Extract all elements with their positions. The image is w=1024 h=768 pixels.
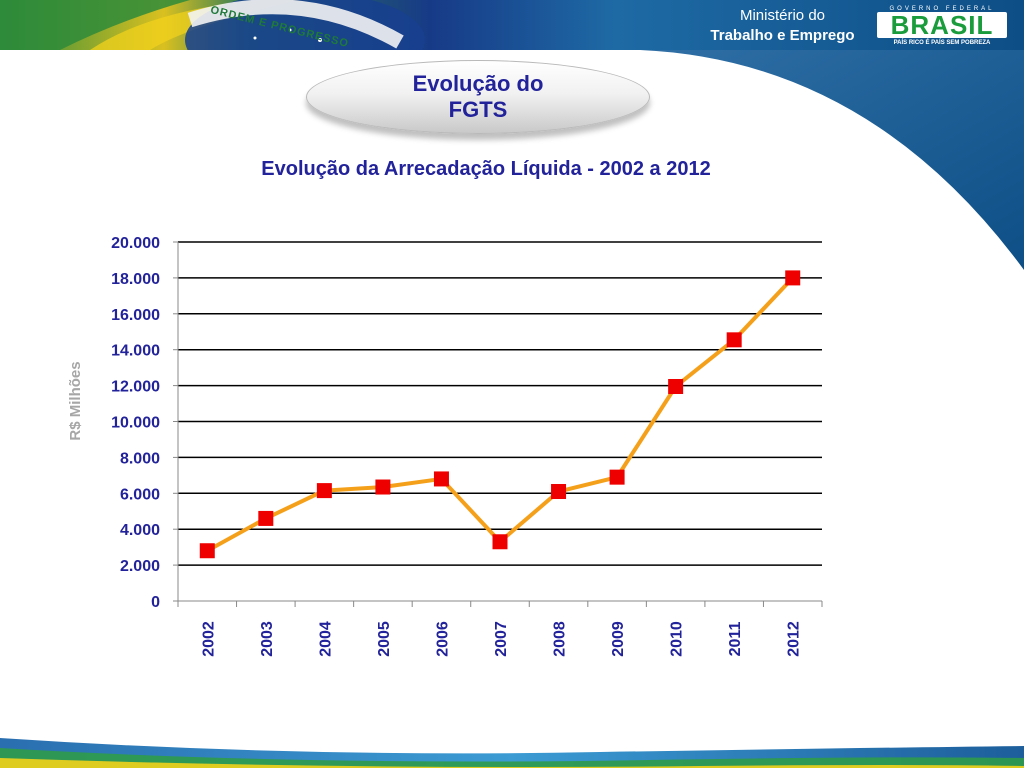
y-tick-label: 0 [151,594,160,611]
x-tick-label: 2002 [200,621,217,657]
axes [173,241,823,607]
data-point-marker [316,483,332,499]
data-point-marker [668,378,684,394]
x-tick-label: 2008 [552,621,569,657]
y-tick-label: 2.000 [120,558,160,575]
data-point-marker [258,510,274,526]
chart-title: Evolução da Arrecadação Líquida - 2002 a… [261,158,710,180]
slide-title: Evolução do FGTS [412,71,544,122]
y-tick-label: 6.000 [120,486,160,503]
y-tick-label: 20.000 [111,235,160,252]
series-line [206,276,795,553]
data-point-marker [785,270,801,286]
data-point-marker [726,332,742,348]
y-tick-label: 18.000 [111,271,160,288]
ministry-line1: Ministério do [739,7,826,24]
y-axis-label: R$ Milhões [67,361,84,440]
y-tick-label: 12.000 [111,379,160,396]
ministry-name: Ministério do Trabalho e Emprego [700,6,865,46]
header-banner [0,0,1024,50]
data-point-marker [492,534,508,550]
x-tick-label: 2004 [317,621,334,657]
x-tick-label: 2005 [376,621,393,657]
logo-word: BRASIL [890,10,994,40]
logo-top-text: GOVERNO FEDERAL [889,6,995,12]
data-point-marker [433,471,449,487]
y-tick-label: 14.000 [111,343,160,360]
x-tick-labels: 2002 2003 2004 2005 2006 2007 2008 2009 2010 2011… [200,621,802,657]
data-point-marker [199,543,215,559]
x-tick-label: 2009 [610,621,627,657]
ministry-line2: Trabalho e Emprego [710,27,855,44]
gridlines [178,241,822,566]
data-series [199,270,801,559]
x-tick-label: 2003 [259,621,276,657]
y-tick-label: 8.000 [120,450,160,467]
logo-tagline: PAÍS RICO É PAÍS SEM POBREZA [893,40,991,46]
line-chart: Evolução da Arrecadação Líquida - 2002 a… [67,158,823,657]
slide-title-pill: Evolução do FGTS [306,60,650,134]
y-tick-label: 4.000 [120,522,160,539]
x-tick-label: 2010 [669,621,686,657]
y-tick-label: 16.000 [111,307,160,324]
brasil-government-logo: GOVERNO FEDERAL BRASIL PAÍS RICO É PAÍS … [877,6,1007,48]
y-tick-label: 10.000 [111,415,160,432]
x-tick-label: 2007 [493,621,510,657]
y-tick-labels: 0 2.000 4.000 6.000 8.000 10.000 12.000 14.000 1… [111,235,160,611]
data-point-marker [609,469,625,485]
x-tick-label: 2006 [434,621,451,657]
data-point-marker [375,479,391,495]
footer-wave [0,738,1024,768]
data-point-marker [551,484,567,500]
x-tick-label: 2012 [786,621,803,657]
x-tick-label: 2011 [727,622,744,657]
